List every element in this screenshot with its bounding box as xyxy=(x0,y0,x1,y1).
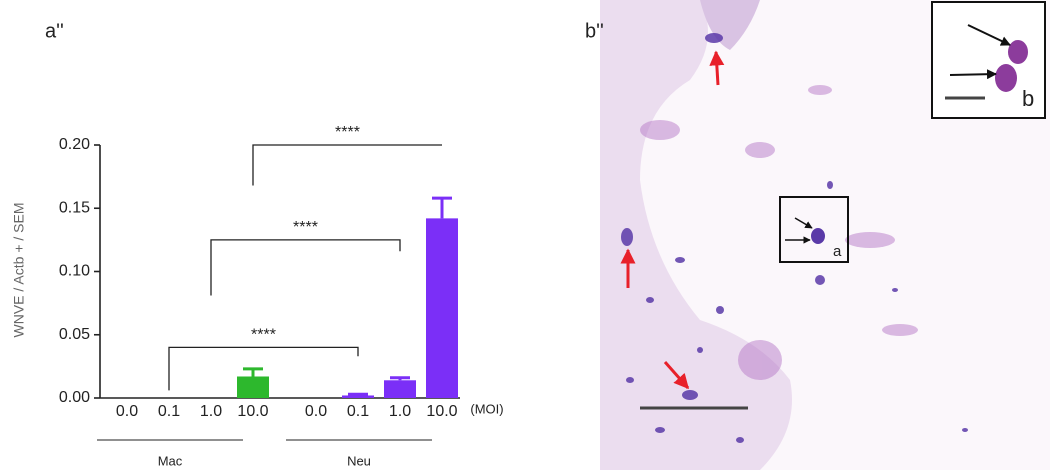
panel-label: a'' xyxy=(45,20,64,42)
arrow xyxy=(967,24,1011,46)
inset-label: a xyxy=(833,243,842,260)
group-label: Neu xyxy=(347,453,371,468)
group-label: Mac xyxy=(158,453,183,468)
bar-chart: a'' WNVE / Actb + / SEM (MOI) 0.00 0.05 0.… xyxy=(11,20,504,468)
bar xyxy=(384,380,416,398)
significance-label: **** xyxy=(293,219,318,236)
x-tick-label: 1.0 xyxy=(200,403,222,420)
significance-label: **** xyxy=(335,124,360,141)
x-tick-label: 0.0 xyxy=(305,403,327,420)
significance-bracket xyxy=(168,346,359,391)
x-tick-label: 0.0 xyxy=(116,403,138,420)
x-tick-label: 1.0 xyxy=(389,403,411,420)
micrograph: a b b'' xyxy=(585,0,1050,470)
significance-bracket xyxy=(252,144,442,186)
nucleus xyxy=(995,64,1017,92)
x-unit: (MOI) xyxy=(470,401,503,416)
nucleus xyxy=(811,228,825,244)
y-tick-label: 0.05 xyxy=(59,326,90,343)
inset-label: b xyxy=(1022,86,1034,111)
panel-label: b'' xyxy=(585,20,604,42)
arrow xyxy=(949,69,997,80)
bar xyxy=(237,376,269,398)
stain xyxy=(640,85,918,380)
y-tick-label: 0.10 xyxy=(59,263,90,280)
significance-bracket xyxy=(210,239,401,296)
arrow xyxy=(663,361,690,390)
arrow xyxy=(794,217,813,229)
nucleus xyxy=(1008,40,1028,64)
bar xyxy=(426,218,458,398)
y-tick-label: 0.20 xyxy=(59,136,90,153)
x-tick-label: 0.1 xyxy=(158,403,180,420)
arrow xyxy=(709,50,725,86)
tissue xyxy=(700,0,760,50)
x-tick-label: 10.0 xyxy=(237,403,268,420)
y-tick-label: 0.15 xyxy=(59,199,90,216)
x-tick-label: 10.0 xyxy=(426,403,457,420)
bar xyxy=(342,395,374,398)
x-tick-label: 0.1 xyxy=(347,403,369,420)
nuclei xyxy=(621,33,968,443)
significance-label: **** xyxy=(251,327,276,344)
y-tick-label: 0.00 xyxy=(59,389,90,406)
inset-box xyxy=(779,196,849,263)
y-axis-label: WNVE / Actb + / SEM xyxy=(11,203,27,338)
